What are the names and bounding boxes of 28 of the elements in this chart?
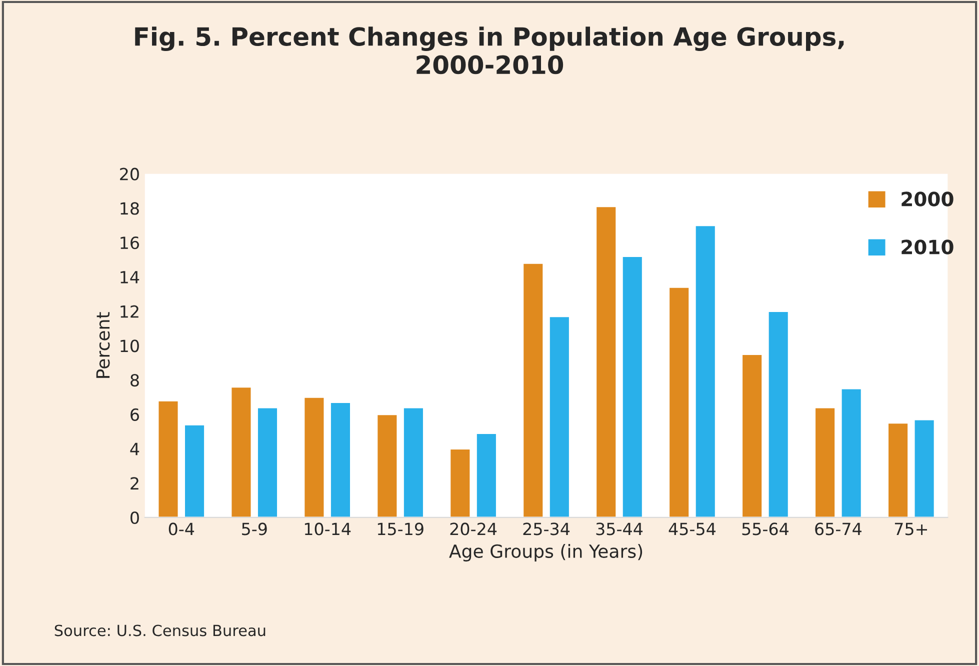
y-tick-label: 6 [130,408,139,421]
y-tick-label: 8 [130,374,139,387]
y-tick-label: 4 [130,442,140,456]
x-tick-label: 0-4 [168,522,194,536]
source-note: Source: U.S. Census Bureau [54,624,266,636]
x-tick-label: 25-34 [523,522,570,536]
y-tick-label: 10 [120,340,139,352]
x-axis-title: Age Groups (in Years) [449,544,642,562]
x-tick-label: 75+ [894,522,927,536]
legend-label: 2000 [902,192,954,206]
x-tick-label: 65-74 [815,522,862,536]
x-tick-label: 20-24 [450,522,497,536]
x-tick-label: 15-19 [378,522,424,536]
chart-title: Fig. 5. Percent Changes in Population Age Groups, 2000-2010 [135,26,844,74]
y-tick-label: 0 [130,511,139,524]
y-tick-label: 18 [120,202,139,215]
x-tick-label: 35-44 [596,522,643,536]
x-tick-label: 5-9 [242,522,267,536]
y-tick-label: 20 [120,168,139,180]
x-tick-label: 55-64 [742,522,788,536]
y-tick-label: 2 [130,477,138,490]
legend-label: 2010 [902,240,954,254]
y-tick-label: 16 [120,236,139,250]
y-axis-title: Percent [96,312,110,378]
x-tick-label: 10-14 [304,522,351,536]
y-tick-label: 12 [120,305,138,318]
x-tick-label: 45-54 [668,522,716,536]
y-tick-label: 14 [120,271,140,284]
